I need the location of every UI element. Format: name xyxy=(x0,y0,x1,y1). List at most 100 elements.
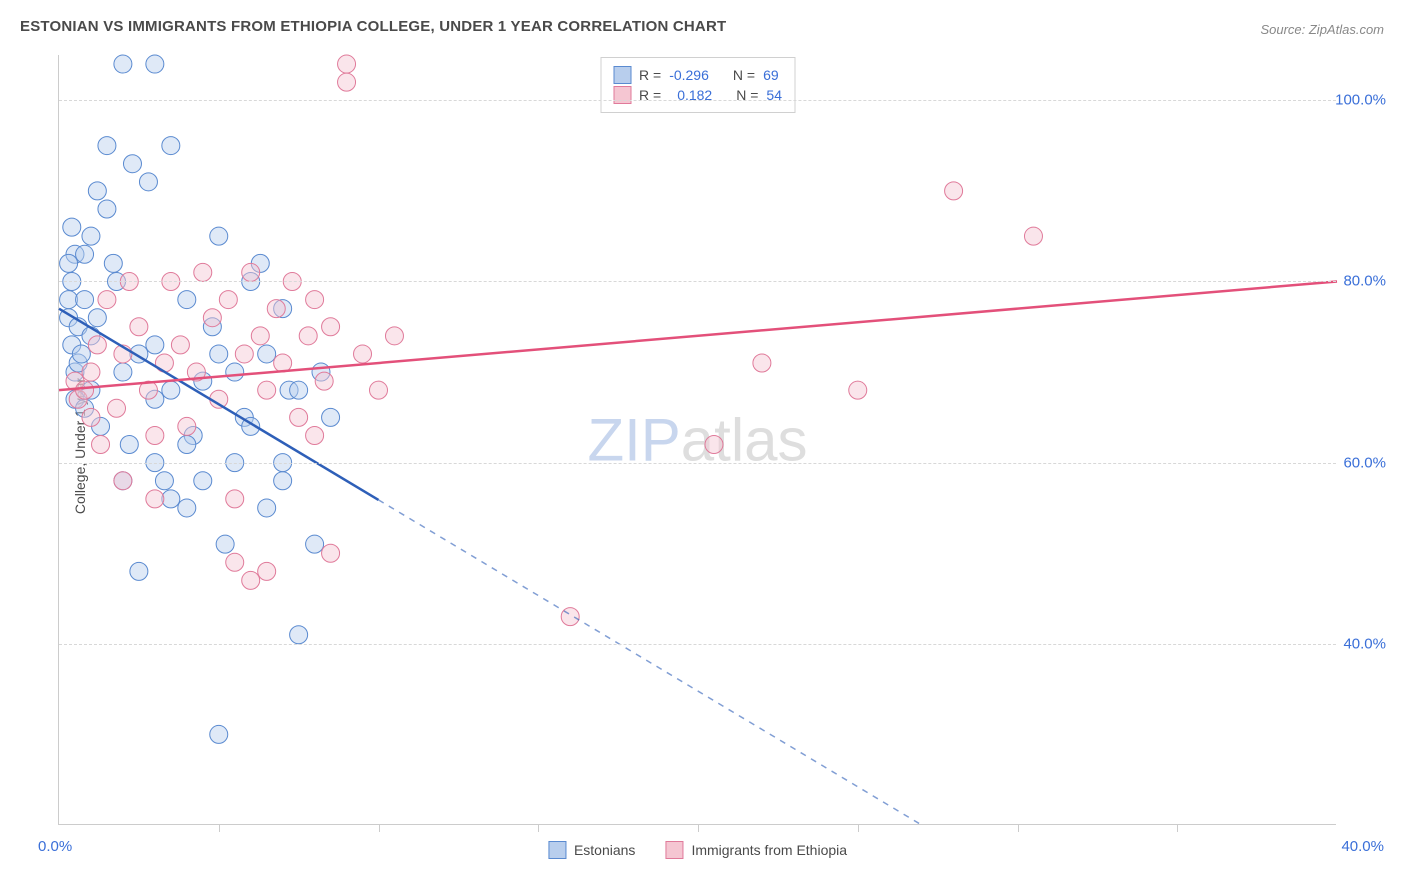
data-point xyxy=(322,318,340,336)
trend-line-dashed xyxy=(379,500,922,825)
data-point xyxy=(146,55,164,73)
data-point xyxy=(162,381,180,399)
data-point xyxy=(178,499,196,517)
data-point xyxy=(338,55,356,73)
data-point xyxy=(322,544,340,562)
data-point xyxy=(242,263,260,281)
data-point xyxy=(219,291,237,309)
data-point xyxy=(130,562,148,580)
data-point xyxy=(849,381,867,399)
data-point xyxy=(945,182,963,200)
data-point xyxy=(226,490,244,508)
data-point xyxy=(114,472,132,490)
data-point xyxy=(251,327,269,345)
x-tick xyxy=(698,824,699,832)
n-label-0: N = xyxy=(733,67,755,83)
data-point xyxy=(203,309,221,327)
data-point xyxy=(92,436,110,454)
x-tick xyxy=(379,824,380,832)
trend-line-solid xyxy=(59,309,379,500)
data-point xyxy=(315,372,333,390)
y-tick-label: 100.0% xyxy=(1335,92,1386,109)
data-point xyxy=(258,381,276,399)
data-point xyxy=(130,318,148,336)
legend-label-estonians: Estonians xyxy=(574,842,635,858)
data-point xyxy=(306,535,324,553)
data-point xyxy=(258,499,276,517)
data-point xyxy=(155,472,173,490)
data-point xyxy=(290,381,308,399)
legend-correlation-box: R = -0.296 N = 69 R = 0.182 N = 54 xyxy=(600,57,795,113)
data-point xyxy=(88,336,106,354)
grid-line xyxy=(59,100,1336,101)
data-point xyxy=(226,363,244,381)
n-value-0: 69 xyxy=(763,67,779,83)
data-point xyxy=(194,472,212,490)
y-tick-label: 80.0% xyxy=(1343,273,1386,290)
data-point xyxy=(146,490,164,508)
swatch-ethiopia xyxy=(613,86,631,104)
data-point xyxy=(82,227,100,245)
data-point xyxy=(60,291,78,309)
legend-label-ethiopia: Immigrants from Ethiopia xyxy=(691,842,847,858)
data-point xyxy=(72,345,90,363)
data-point xyxy=(139,173,157,191)
data-point xyxy=(210,725,228,743)
legend-item-estonians: Estonians xyxy=(548,841,635,859)
data-point xyxy=(226,553,244,571)
data-point xyxy=(63,218,81,236)
data-point xyxy=(98,137,116,155)
data-point xyxy=(178,417,196,435)
chart-svg xyxy=(59,55,1336,824)
data-point xyxy=(178,291,196,309)
chart-container: ESTONIAN VS IMMIGRANTS FROM ETHIOPIA COL… xyxy=(0,0,1406,892)
data-point xyxy=(76,381,94,399)
data-point xyxy=(88,182,106,200)
data-point xyxy=(299,327,317,345)
data-point xyxy=(210,345,228,363)
data-point xyxy=(274,354,292,372)
legend-row-estonians: R = -0.296 N = 69 xyxy=(613,66,782,84)
data-point xyxy=(88,309,106,327)
grid-line xyxy=(59,463,1336,464)
data-point xyxy=(82,408,100,426)
data-point xyxy=(274,472,292,490)
data-point xyxy=(123,155,141,173)
legend-row-ethiopia: R = 0.182 N = 54 xyxy=(613,86,782,104)
data-point xyxy=(120,436,138,454)
data-point xyxy=(354,345,372,363)
trend-line-solid xyxy=(59,281,1337,390)
chart-title: ESTONIAN VS IMMIGRANTS FROM ETHIOPIA COL… xyxy=(20,18,726,35)
data-point xyxy=(561,608,579,626)
data-point xyxy=(162,490,180,508)
data-point xyxy=(146,426,164,444)
grid-line xyxy=(59,644,1336,645)
r-value-0: -0.296 xyxy=(669,67,709,83)
data-point xyxy=(114,363,132,381)
data-point xyxy=(370,381,388,399)
data-point xyxy=(258,562,276,580)
data-point xyxy=(98,200,116,218)
data-point xyxy=(242,571,260,589)
source-attribution: Source: ZipAtlas.com xyxy=(1260,22,1384,37)
data-point xyxy=(306,291,324,309)
y-tick-label: 60.0% xyxy=(1343,454,1386,471)
x-tick xyxy=(538,824,539,832)
data-point xyxy=(194,263,212,281)
x-tick xyxy=(1018,824,1019,832)
x-end-label: 40.0% xyxy=(1341,838,1384,855)
x-origin-label: 0.0% xyxy=(38,838,72,855)
data-point xyxy=(146,336,164,354)
data-point xyxy=(60,254,78,272)
data-point xyxy=(338,73,356,91)
x-tick xyxy=(858,824,859,832)
legend-item-ethiopia: Immigrants from Ethiopia xyxy=(665,841,847,859)
data-point xyxy=(82,363,100,381)
data-point xyxy=(162,137,180,155)
legend-swatch-estonians xyxy=(548,841,566,859)
swatch-estonians xyxy=(613,66,631,84)
data-point xyxy=(210,227,228,245)
data-point xyxy=(108,399,126,417)
data-point xyxy=(1024,227,1042,245)
data-point xyxy=(306,426,324,444)
